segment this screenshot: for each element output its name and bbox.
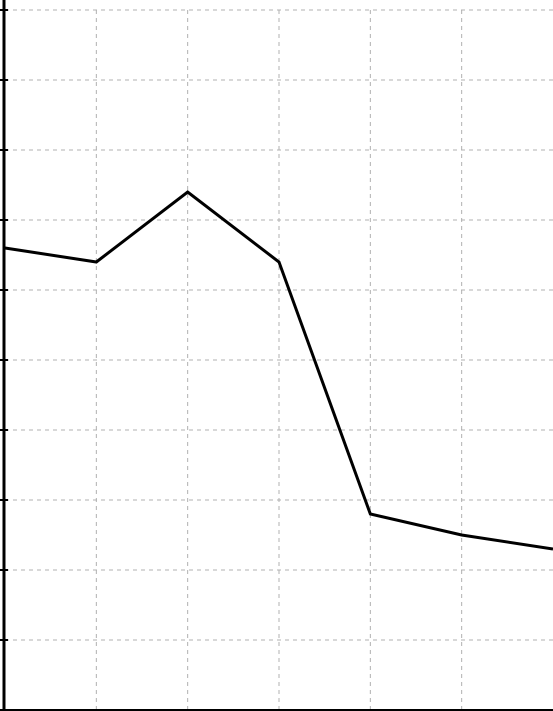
grid-layer <box>5 9 553 710</box>
